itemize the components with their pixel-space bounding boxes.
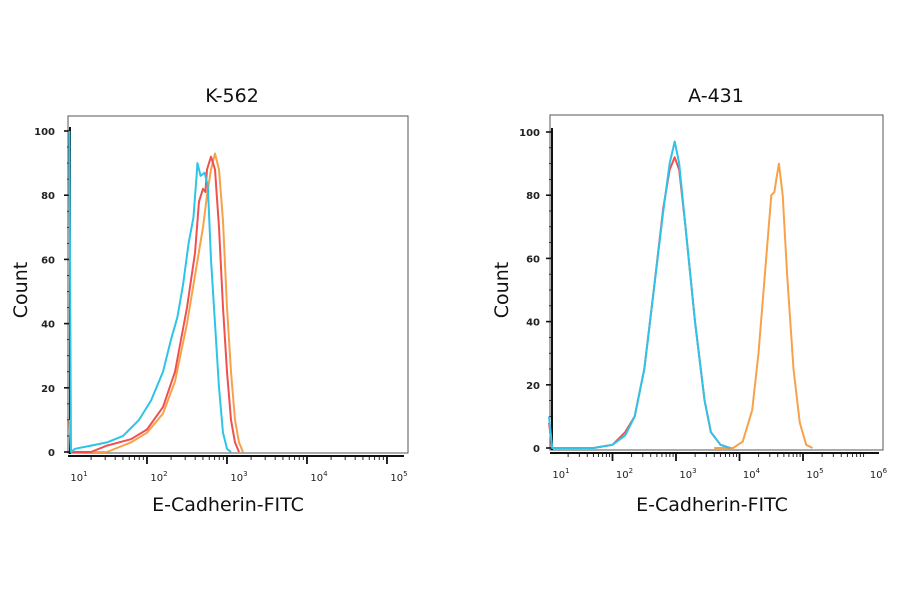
y-tick-label: 100 bbox=[34, 127, 55, 138]
x-tick-label: 104 bbox=[743, 467, 761, 481]
histogram-series-2 bbox=[71, 155, 240, 453]
histogram-series-3 bbox=[68, 130, 232, 453]
x-tick-label: 103 bbox=[230, 470, 247, 484]
histogram-series-3 bbox=[548, 140, 731, 449]
y-tick-label: 0 bbox=[48, 448, 55, 459]
x-tick-label: 103 bbox=[679, 467, 696, 481]
y-axis-label: Count bbox=[491, 262, 513, 318]
chart-title: A-431 bbox=[688, 85, 744, 107]
histogram-series-1 bbox=[714, 162, 813, 449]
y-tick-label: 60 bbox=[41, 255, 55, 266]
y-tick-label: 100 bbox=[519, 128, 540, 139]
chart-title: K-562 bbox=[205, 85, 259, 107]
x-tick-label: 102 bbox=[616, 467, 633, 481]
x-tick-label: 101 bbox=[552, 467, 569, 481]
x-tick-label: 102 bbox=[150, 470, 167, 484]
y-tick-label: 80 bbox=[526, 191, 540, 202]
x-axis-label: E-Cadherin-FITC bbox=[636, 494, 788, 516]
x-axis-label: E-Cadherin-FITC bbox=[152, 494, 304, 516]
x-tick-label: 104 bbox=[310, 470, 328, 484]
y-tick-label: 0 bbox=[533, 444, 540, 455]
y-axis-label: Count bbox=[10, 262, 32, 318]
x-tick-label: 106 bbox=[870, 467, 888, 481]
panel-a431: A-431 Count E-Cadherin-FITC 0 20 40 60 80 100… bbox=[491, 85, 888, 516]
x-tick-label: 105 bbox=[390, 470, 407, 484]
plot-frame bbox=[67, 115, 409, 454]
y-tick-label: 20 bbox=[41, 384, 55, 395]
x-tick-label: 105 bbox=[806, 467, 823, 481]
plot-frame bbox=[549, 114, 884, 451]
y-tick-label: 80 bbox=[41, 191, 55, 202]
histogram-series-2 bbox=[548, 156, 731, 449]
y-tick-label: 20 bbox=[526, 381, 540, 392]
y-tick-label: 40 bbox=[41, 320, 55, 331]
y-tick-label: 60 bbox=[526, 254, 540, 265]
x-tick-label: 101 bbox=[70, 470, 87, 484]
y-tick-label: 40 bbox=[526, 318, 540, 329]
panel-k562: K-562 Count E-Cadherin-FITC 0 20 40 60 80 100… bbox=[10, 85, 409, 516]
histogram-series-1 bbox=[68, 152, 244, 453]
